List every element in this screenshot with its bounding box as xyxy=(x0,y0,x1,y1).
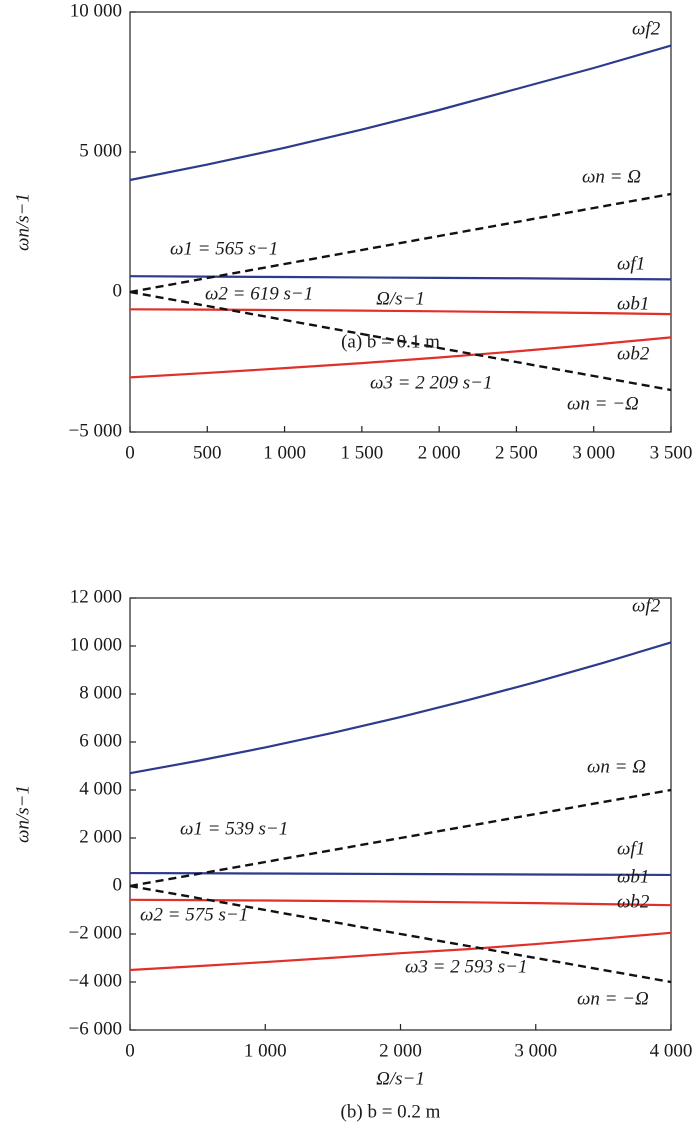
x-tick-label: 3 000 xyxy=(572,442,615,463)
y-tick-label: 10 000 xyxy=(70,634,122,655)
x-tick-label: 4 000 xyxy=(650,1040,693,1061)
series-line xyxy=(129,884,672,984)
series-label: ωf1 xyxy=(617,838,645,859)
y-axis-title: ωn/s−1 xyxy=(12,193,33,251)
annotation: ω3 = 2 593 s−1 xyxy=(405,956,527,977)
series-label: ωb1 xyxy=(617,293,649,314)
series-label: ωb1 xyxy=(617,866,649,887)
series-line xyxy=(129,931,672,972)
x-tick-label: 3 500 xyxy=(650,442,693,463)
annotation: ω1 = 565 s−1 xyxy=(170,238,278,259)
series-label: ωn = Ω xyxy=(582,166,641,187)
series-line xyxy=(129,308,672,316)
x-tick-label: 0 xyxy=(125,1040,135,1061)
caption: (b) b = 0.2 m xyxy=(341,1101,441,1122)
y-tick-label: 6 000 xyxy=(79,730,122,751)
x-axis-title: Ω/s−1 xyxy=(376,288,425,309)
y-tick-label: 0 xyxy=(113,874,123,895)
annotation: ω1 = 539 s−1 xyxy=(180,818,288,839)
y-tick-label: −5 000 xyxy=(69,420,122,441)
y-tick-label: 10 000 xyxy=(70,0,122,21)
y-tick-label: 4 000 xyxy=(79,778,122,799)
y-tick-label: 12 000 xyxy=(70,586,122,607)
y-tick-label: −2 000 xyxy=(69,922,122,943)
y-axis-title: ωn/s−1 xyxy=(12,785,33,843)
annotation: ω3 = 2 209 s−1 xyxy=(370,372,492,393)
x-tick-label: 500 xyxy=(193,442,222,463)
x-tick-label: 0 xyxy=(125,442,135,463)
y-tick-label: −4 000 xyxy=(69,970,122,991)
series-line xyxy=(129,898,672,907)
series-label: ωf2 xyxy=(632,18,661,39)
x-tick-label: 2 000 xyxy=(379,1040,422,1061)
plot-frame xyxy=(129,11,672,433)
x-tick-label: 1 000 xyxy=(244,1040,287,1061)
series-line xyxy=(129,788,672,888)
y-tick-label: 0 xyxy=(113,280,123,301)
x-tick-label: 1 000 xyxy=(263,442,306,463)
y-tick-label: 5 000 xyxy=(79,140,122,161)
series-label: ωf1 xyxy=(617,253,645,274)
series-label: ωn = −Ω xyxy=(577,988,649,1009)
x-axis-title: Ω/s−1 xyxy=(376,1068,425,1089)
x-tick-label: 1 500 xyxy=(340,442,383,463)
series-label: ωn = −Ω xyxy=(567,393,639,414)
series-line xyxy=(129,44,672,182)
x-tick-label: 2 500 xyxy=(495,442,538,463)
series-line xyxy=(129,641,672,775)
series-line xyxy=(129,192,672,294)
annotation: ω2 = 619 s−1 xyxy=(205,283,313,304)
x-tick-label: 3 000 xyxy=(514,1040,557,1061)
x-tick-label: 2 000 xyxy=(418,442,461,463)
series-label: ωn = Ω xyxy=(587,756,646,777)
y-tick-label: 8 000 xyxy=(79,682,122,703)
series-line xyxy=(129,336,672,379)
y-tick-label: 2 000 xyxy=(79,826,122,847)
caption: (a) b = 0.1 m xyxy=(341,331,440,352)
series-label: ωb2 xyxy=(617,343,650,364)
y-tick-label: −6 000 xyxy=(69,1018,122,1039)
series-line xyxy=(129,290,672,392)
series-label: ωf2 xyxy=(632,595,661,616)
series-line xyxy=(129,871,672,877)
annotation: ω2 = 575 s−1 xyxy=(140,904,248,925)
series-label: ωb2 xyxy=(617,891,650,912)
